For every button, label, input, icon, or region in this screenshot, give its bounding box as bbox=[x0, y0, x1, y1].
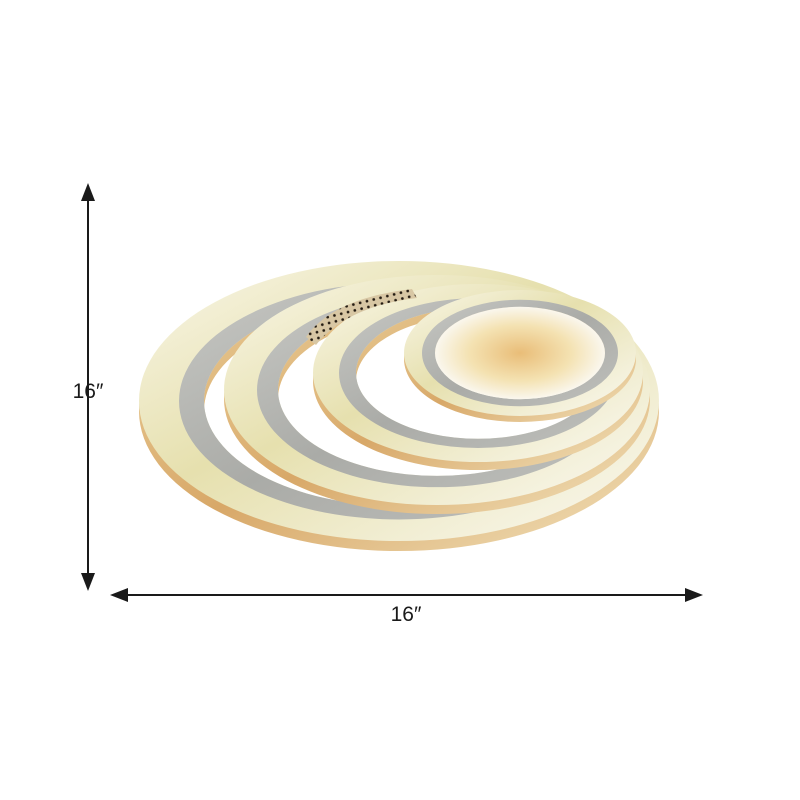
svg-text:16″: 16″ bbox=[73, 380, 104, 403]
svg-text:16″: 16″ bbox=[391, 603, 422, 626]
